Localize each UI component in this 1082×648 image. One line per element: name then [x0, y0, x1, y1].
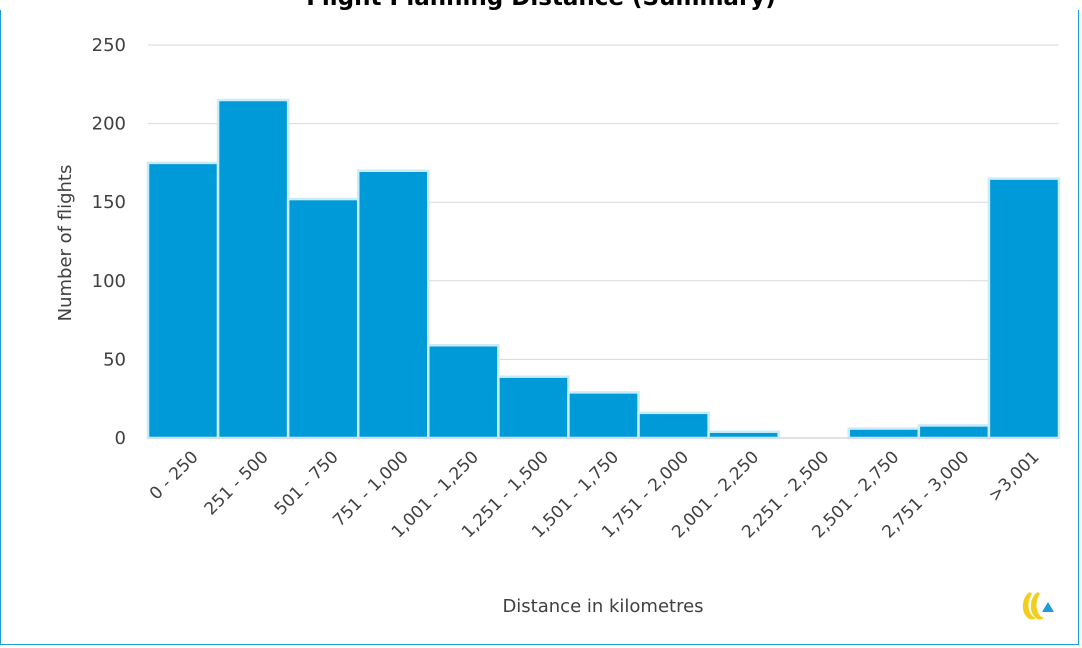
bar [987, 177, 1061, 440]
x-tick-label: 251 - 500 [201, 447, 273, 519]
x-tick-label: >3,001 [985, 447, 1044, 506]
y-tick-label: 50 [103, 349, 126, 370]
bar [917, 424, 991, 440]
y-tick-label: 100 [92, 271, 126, 292]
y-tick-label: 150 [92, 192, 126, 213]
bar [567, 391, 640, 440]
bar [356, 169, 430, 440]
bar [427, 344, 500, 440]
chart-title: Flight Planning Distance (Summary) [0, 0, 1082, 10]
bar [216, 98, 290, 440]
y-axis-label: Number of flights [55, 165, 76, 322]
x-tick-label: 501 - 750 [271, 447, 343, 519]
bar [637, 411, 710, 440]
bars [146, 98, 1061, 440]
bar [286, 197, 360, 440]
x-axis-label: Distance in kilometres [502, 596, 703, 617]
y-tick-label: 200 [92, 114, 126, 135]
bar [497, 375, 570, 440]
y-axis-ticks: 0 50 100 150 200 250 [92, 35, 126, 449]
x-tick-label: 0 - 250 [146, 447, 203, 504]
eurocontrol-logo-icon [1022, 592, 1054, 620]
bar [707, 430, 780, 440]
y-tick-label: 250 [92, 35, 126, 56]
bar [146, 161, 220, 440]
chart-title-container: Flight Planning Distance (Summary) [0, 0, 1082, 10]
y-tick-label: 0 [115, 428, 126, 449]
bar [847, 427, 921, 440]
